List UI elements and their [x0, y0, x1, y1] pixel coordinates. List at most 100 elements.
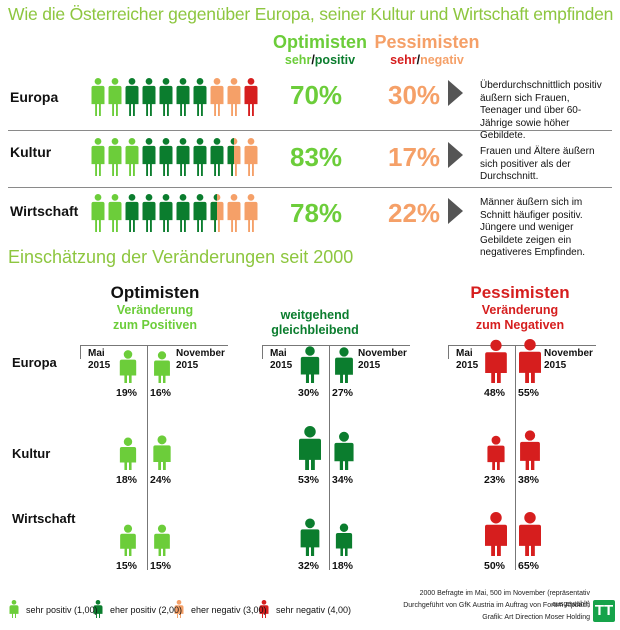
- axis-line: [147, 345, 148, 570]
- value-label: 15%: [116, 560, 138, 572]
- note-europa: Überdurchschnittlich positiv äußern sich…: [480, 80, 602, 141]
- change-pictograms: [299, 346, 354, 556]
- person-icon: [159, 78, 173, 116]
- legend-person-icon: [93, 600, 103, 618]
- axis-line: [262, 345, 410, 346]
- axis-line: [448, 345, 449, 359]
- person-icon: [519, 512, 541, 556]
- change-pictograms: [485, 339, 541, 556]
- pictogram-europa: [91, 77, 258, 116]
- person-icon: [125, 194, 139, 232]
- value-label: 53%: [298, 474, 320, 486]
- person-icon: [193, 138, 207, 176]
- pessimists-pct-wirtschaft: 22%: [388, 198, 441, 228]
- period-label-mai: Mai: [456, 348, 473, 359]
- person-icon: [176, 194, 190, 232]
- legend-label: eher positiv (2,00): [110, 605, 183, 615]
- period-label-mai: Mai: [88, 348, 105, 359]
- change-row-label-kultur: Kultur: [12, 446, 51, 461]
- person-icon: [485, 339, 507, 383]
- pessimists-subheader: sehr/negativ: [372, 53, 482, 67]
- negativ-label: negativ: [420, 53, 464, 67]
- person-icon: [193, 78, 207, 116]
- value-label: 23%: [484, 474, 506, 486]
- person-icon: [154, 351, 170, 383]
- period-label-mai: Mai: [270, 348, 287, 359]
- person-icon: [487, 435, 505, 470]
- value-label: 32%: [298, 560, 320, 572]
- col-subtitle-pessimists: Veränderung zum Negativen: [445, 303, 595, 333]
- person-icon: [159, 138, 173, 176]
- row-label-europa: Europa: [10, 89, 59, 105]
- value-label: 65%: [518, 560, 540, 572]
- person-icon: [120, 524, 136, 556]
- pessimists-pct-kultur: 17%: [388, 142, 441, 172]
- person-icon: [125, 78, 139, 116]
- page-title: Wie die Österreicher gegenüber Europa, s…: [8, 4, 614, 24]
- person-icon: [154, 524, 170, 556]
- person-icon: [153, 435, 171, 470]
- legend-icons: [9, 599, 269, 618]
- axis-line: [329, 345, 330, 570]
- value-label: 27%: [332, 387, 354, 399]
- period-label-november: 2015: [358, 360, 381, 371]
- pessimists-header: Pessimisten: [374, 32, 480, 52]
- person-icon: [335, 523, 353, 556]
- period-label-november: November: [358, 348, 407, 359]
- person-icon: [91, 138, 105, 176]
- person-icon: [91, 194, 105, 232]
- value-label: 24%: [150, 474, 172, 486]
- person-icon: [193, 194, 207, 232]
- period-label-november: 2015: [176, 360, 199, 371]
- pessimists-pct-europa: 30%: [388, 80, 441, 110]
- col-subtitle-stable: weitgehend gleichbleibend: [250, 308, 380, 338]
- person-icon: [159, 194, 173, 232]
- person-icon: [334, 431, 354, 470]
- person-icon: [244, 193, 258, 232]
- optimists-header: Optimisten: [272, 32, 367, 52]
- optimists-pct-wirtschaft: 78%: [290, 198, 343, 228]
- arrow-icon: [448, 80, 463, 106]
- person-icon: [142, 194, 156, 232]
- period-label-november: November: [176, 348, 225, 359]
- person-icon: [176, 78, 190, 116]
- axis-line: [515, 345, 516, 570]
- value-label: 30%: [298, 387, 320, 399]
- person-icon: [485, 512, 507, 556]
- value-label: 18%: [116, 474, 138, 486]
- person-icon: [108, 193, 122, 232]
- person-icon: [300, 346, 320, 383]
- person-icon: [125, 138, 139, 176]
- person-icon: [335, 347, 353, 383]
- arrow-icon: [448, 198, 463, 224]
- person-icon: [108, 77, 122, 116]
- person-icon: [227, 193, 241, 232]
- axis-line: [448, 345, 596, 346]
- sehr-label: sehr: [390, 53, 417, 67]
- pictogram-wirtschaft: [91, 193, 258, 232]
- divider: [8, 187, 612, 188]
- change-row-label-wirtschaft: Wirtschaft: [12, 511, 76, 526]
- col-subtitle-line: zum Negativen: [475, 318, 565, 332]
- col-subtitle-line: Veränderung: [481, 303, 559, 317]
- col-subtitle-line: weitgehend: [280, 308, 350, 322]
- value-label: 34%: [332, 474, 354, 486]
- person-icon: [299, 426, 321, 470]
- person-icon: [244, 77, 258, 116]
- value-label: 19%: [116, 387, 138, 399]
- period-label-mai: 2015: [270, 360, 293, 371]
- person-icon: [119, 350, 137, 383]
- col-subtitle-line: Veränderung: [116, 303, 194, 317]
- person-icon: [91, 78, 105, 116]
- person-icon: [210, 194, 217, 232]
- person-icon: [300, 518, 320, 556]
- footer-note: Grafik: Art Direction Moser Holding: [482, 614, 590, 621]
- pictogram-kultur: [91, 137, 258, 176]
- legend-person-icon: [259, 599, 269, 618]
- person-icon: [210, 138, 224, 176]
- legend-person-icon: [9, 600, 19, 618]
- note-wirtschaft: Männer äußern sich im Schnitt häufiger p…: [480, 197, 586, 258]
- optimists-pct-europa: 70%: [290, 80, 343, 110]
- person-icon: [108, 137, 122, 176]
- section-title: Einschätzung der Veränderungen seit 2000: [8, 247, 354, 267]
